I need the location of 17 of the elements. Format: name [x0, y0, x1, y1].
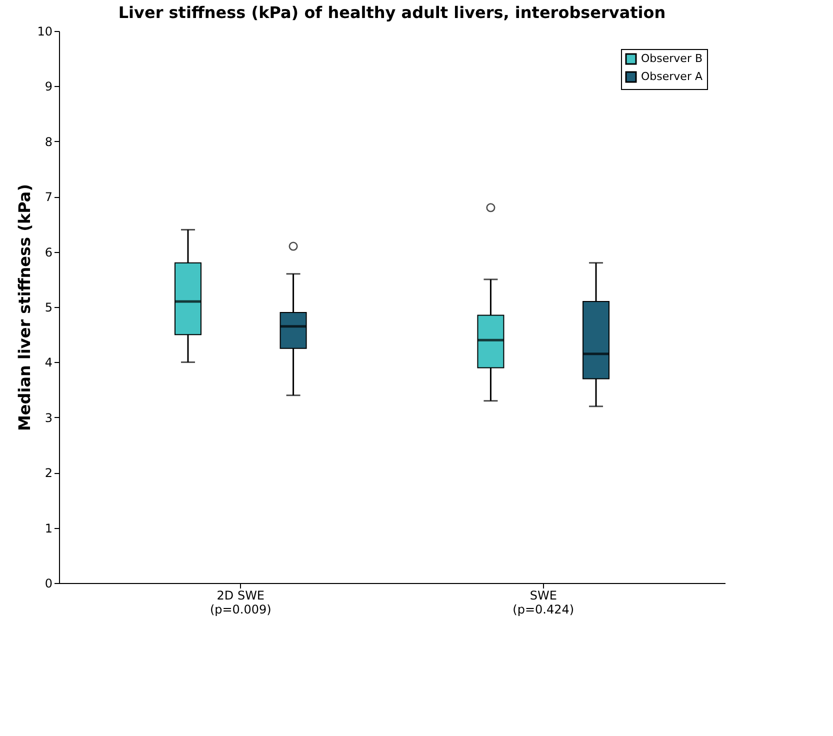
y-tick-label: 4: [44, 356, 52, 370]
x-tick-label: SWE (p=0.424): [512, 588, 574, 616]
y-tick-label: 1: [44, 521, 52, 536]
y-tick-label: 8: [44, 134, 52, 149]
legend-label: Observer A: [641, 70, 703, 83]
y-tick-label: 5: [44, 300, 52, 314]
y-tick-label: 7: [44, 190, 52, 204]
legend-label: Observer B: [641, 52, 703, 65]
y-tick-label: 0: [44, 576, 52, 590]
y-tick-label: 10: [37, 24, 52, 38]
chart-title: Liver stiffness (kPa) of healthy adult livers, interobservation: [118, 3, 666, 22]
x-tick-label: 2D SWE (p=0.009): [210, 588, 272, 616]
y-tick-label: 2: [44, 466, 52, 480]
y-tick-label: 9: [44, 80, 52, 94]
y-tick-label: 3: [44, 410, 52, 425]
y-tick-label: 6: [44, 245, 52, 260]
y-axis-title: Median liver stiffness (kPa): [15, 184, 34, 432]
